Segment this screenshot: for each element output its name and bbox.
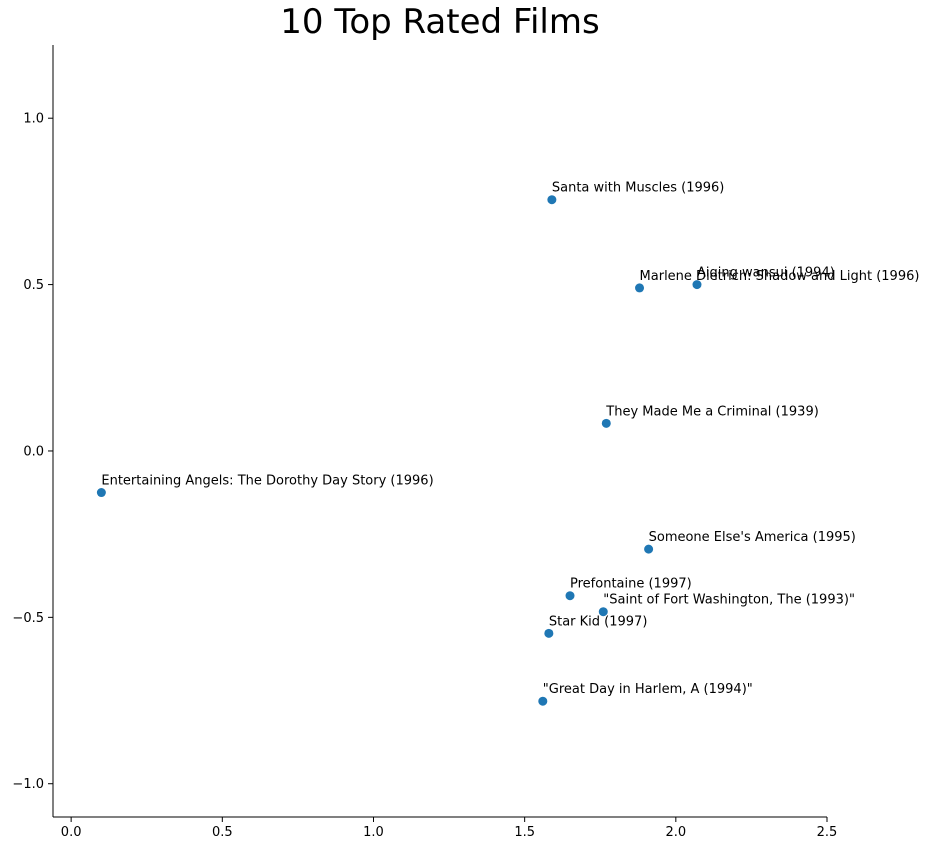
point-label: Santa with Muscles (1996) bbox=[552, 181, 725, 196]
x-axis-ticks: 0.0 0.5 1.0 1.5 2.0 2.5 bbox=[61, 817, 838, 840]
y-tick-label: 1.0 bbox=[23, 112, 44, 127]
y-axis-ticks: −1.0 −0.5 0.0 0.5 1.0 bbox=[12, 112, 53, 792]
y-tick-label: 0.5 bbox=[23, 278, 44, 293]
y-tick-label: −1.0 bbox=[12, 777, 44, 792]
data-point bbox=[96, 488, 106, 498]
point-label: Someone Else's America (1995) bbox=[649, 530, 856, 545]
x-tick-label: 1.5 bbox=[514, 825, 535, 840]
point-labels: Santa with Muscles (1996) Aiqing wansui (… bbox=[101, 181, 919, 697]
point-label: Aiqing wansui (1994) bbox=[697, 266, 835, 281]
point-label: Star Kid (1997) bbox=[549, 614, 648, 629]
point-label: Prefontaine (1997) bbox=[570, 577, 692, 592]
data-point bbox=[538, 696, 548, 706]
y-tick-label: −0.5 bbox=[12, 611, 44, 626]
data-point bbox=[601, 418, 611, 428]
data-point bbox=[644, 544, 654, 554]
x-tick-label: 0.0 bbox=[61, 825, 82, 840]
point-label: Marlene Dietrich: Shadow and Light (1996… bbox=[640, 269, 920, 284]
data-points bbox=[96, 195, 702, 706]
x-tick-label: 2.5 bbox=[817, 825, 838, 840]
data-point bbox=[565, 591, 575, 601]
point-label: Entertaining Angels: The Dorothy Day Sto… bbox=[101, 474, 433, 489]
y-tick-label: 0.0 bbox=[23, 444, 44, 459]
point-label: "Saint of Fort Washington, The (1993)" bbox=[603, 593, 855, 608]
data-point bbox=[692, 280, 702, 290]
x-tick-label: 0.5 bbox=[212, 825, 233, 840]
chart-title: 10 Top Rated Films bbox=[280, 2, 600, 42]
point-label: "Great Day in Harlem, A (1994)" bbox=[543, 682, 753, 697]
x-tick-label: 1.0 bbox=[363, 825, 384, 840]
data-point bbox=[598, 607, 608, 617]
data-point bbox=[547, 195, 557, 205]
x-tick-label: 2.0 bbox=[665, 825, 686, 840]
data-point bbox=[635, 283, 645, 293]
point-label: They Made Me a Criminal (1939) bbox=[605, 404, 819, 419]
data-point bbox=[544, 628, 554, 638]
